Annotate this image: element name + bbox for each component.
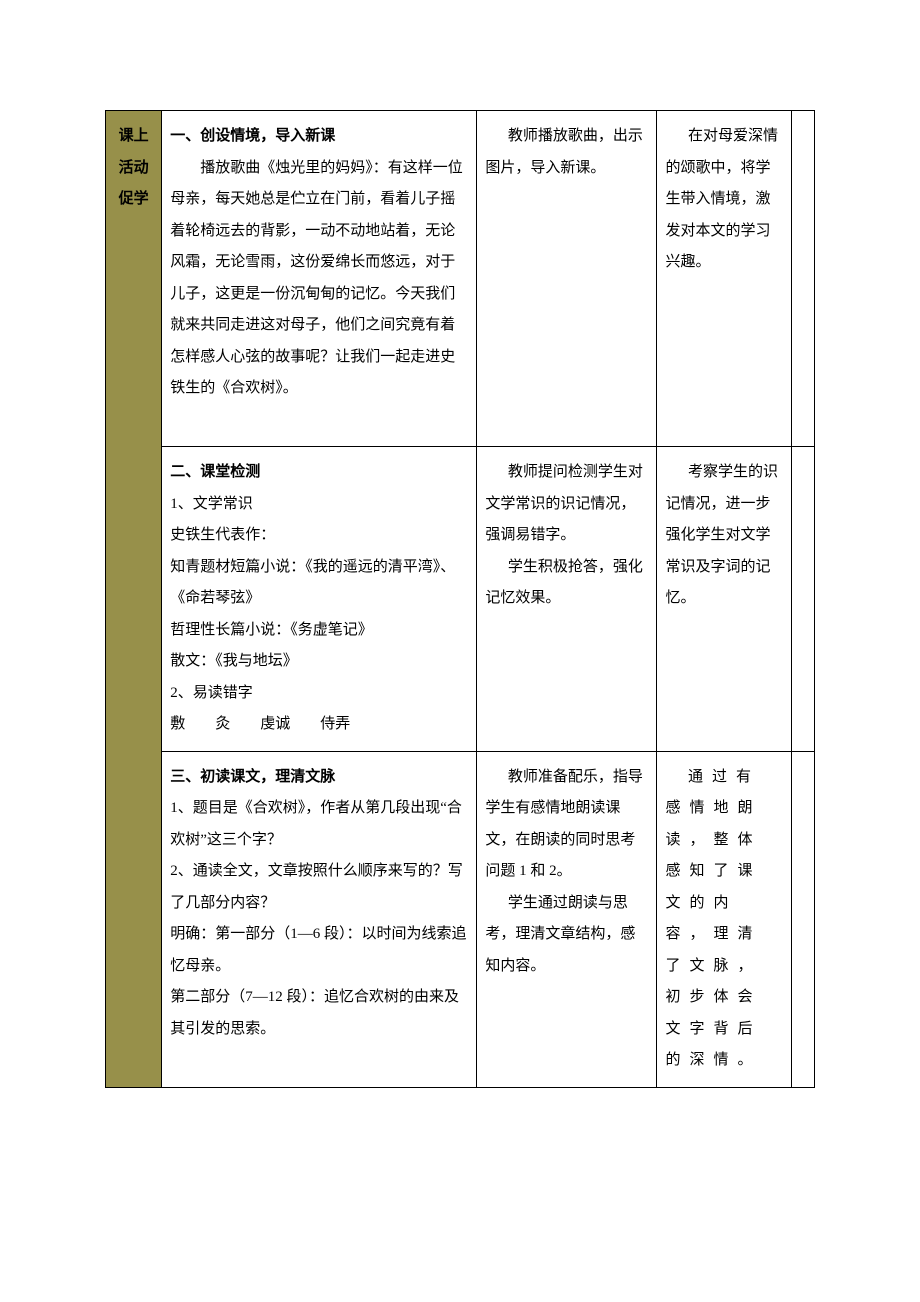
table-row: 课上 活动 促学 一、创设情境，导入新课 播放歌曲《烛光里的妈妈》：有这样一位母… bbox=[106, 111, 815, 447]
intent-text: 通过有感情地朗读，整体感知了课文的内容，理清了文脉，初步体会文字背后的深情。 bbox=[665, 762, 783, 1077]
content-line: 哲理性长篇小说：《务虚笔记》 bbox=[170, 615, 468, 647]
content-line: 1、文学常识 bbox=[170, 489, 468, 521]
sidebar-label-cell: 课上 活动 促学 bbox=[106, 111, 162, 1088]
activity-cell: 教师准备配乐，指导学生有感情地朗读课文，在朗读的同时思考问题 1 和 2。 学生… bbox=[477, 751, 657, 1087]
section-heading: 三、初读课文，理清文脉 bbox=[170, 762, 468, 794]
activity-cell: 教师提问检测学生对文学常识的识记情况，强调易错字。 学生积极抢答，强化记忆效果。 bbox=[477, 447, 657, 752]
section-heading: 一、创设情境，导入新课 bbox=[170, 121, 468, 153]
content-line: 敷 灸 虔诚 侍弄 bbox=[170, 709, 468, 741]
activity-text: 教师准备配乐，指导学生有感情地朗读课文，在朗读的同时思考问题 1 和 2。 bbox=[485, 762, 648, 888]
activity-cell: 教师播放歌曲，出示图片，导入新课。 bbox=[477, 111, 657, 447]
section-heading: 二、课堂检测 bbox=[170, 457, 468, 489]
lesson-plan-table: 课上 活动 促学 一、创设情境，导入新课 播放歌曲《烛光里的妈妈》：有这样一位母… bbox=[105, 110, 815, 1088]
main-content-cell: 二、课堂检测 1、文学常识 史铁生代表作： 知青题材短篇小说：《我的遥远的清平湾… bbox=[162, 447, 477, 752]
content-line: 散文：《我与地坛》 bbox=[170, 646, 468, 678]
intent-text: 考察学生的识记情况，进一步强化学生对文学常识及字词的记忆。 bbox=[665, 457, 783, 615]
section-body: 播放歌曲《烛光里的妈妈》：有这样一位母亲，每天她总是伫立在门前，看着儿子摇着轮椅… bbox=[170, 153, 468, 405]
content-line: 1、题目是《合欢树》，作者从第几段出现“合欢树”这三个字？ bbox=[170, 793, 468, 856]
main-content-cell: 三、初读课文，理清文脉 1、题目是《合欢树》，作者从第几段出现“合欢树”这三个字… bbox=[162, 751, 477, 1087]
sidebar-line-2: 活动 bbox=[114, 153, 153, 185]
blank-cell bbox=[792, 447, 815, 752]
activity-text: 教师提问检测学生对文学常识的识记情况，强调易错字。 bbox=[485, 457, 648, 552]
intent-cell: 在对母爱深情的颂歌中，将学生带入情境，激发对本文的学习兴趣。 bbox=[657, 111, 792, 447]
content-line: 2、通读全文，文章按照什么顺序来写的？写了几部分内容？ bbox=[170, 856, 468, 919]
table-row: 三、初读课文，理清文脉 1、题目是《合欢树》，作者从第几段出现“合欢树”这三个字… bbox=[106, 751, 815, 1087]
sidebar-line-1: 课上 bbox=[114, 121, 153, 153]
intent-cell: 考察学生的识记情况，进一步强化学生对文学常识及字词的记忆。 bbox=[657, 447, 792, 752]
blank-cell bbox=[792, 111, 815, 447]
table-row: 二、课堂检测 1、文学常识 史铁生代表作： 知青题材短篇小说：《我的遥远的清平湾… bbox=[106, 447, 815, 752]
main-content-cell: 一、创设情境，导入新课 播放歌曲《烛光里的妈妈》：有这样一位母亲，每天她总是伫立… bbox=[162, 111, 477, 447]
blank-cell bbox=[792, 751, 815, 1087]
content-line: 第二部分（7—12 段）：追忆合欢树的由来及其引发的思索。 bbox=[170, 982, 468, 1045]
activity-text: 教师播放歌曲，出示图片，导入新课。 bbox=[485, 121, 648, 184]
document-page: 课上 活动 促学 一、创设情境，导入新课 播放歌曲《烛光里的妈妈》：有这样一位母… bbox=[0, 0, 920, 1198]
content-line: 知青题材短篇小说：《我的遥远的清平湾》、《命若琴弦》 bbox=[170, 552, 468, 615]
activity-text: 学生通过朗读与思考，理清文章结构，感知内容。 bbox=[485, 888, 648, 983]
content-line: 明确：第一部分（1—6 段）：以时间为线索追忆母亲。 bbox=[170, 919, 468, 982]
content-line: 史铁生代表作： bbox=[170, 520, 468, 552]
intent-cell: 通过有感情地朗读，整体感知了课文的内容，理清了文脉，初步体会文字背后的深情。 bbox=[657, 751, 792, 1087]
intent-text: 在对母爱深情的颂歌中，将学生带入情境，激发对本文的学习兴趣。 bbox=[665, 121, 783, 279]
content-line: 2、易读错字 bbox=[170, 678, 468, 710]
activity-text: 学生积极抢答，强化记忆效果。 bbox=[485, 552, 648, 615]
sidebar-line-3: 促学 bbox=[114, 184, 153, 216]
